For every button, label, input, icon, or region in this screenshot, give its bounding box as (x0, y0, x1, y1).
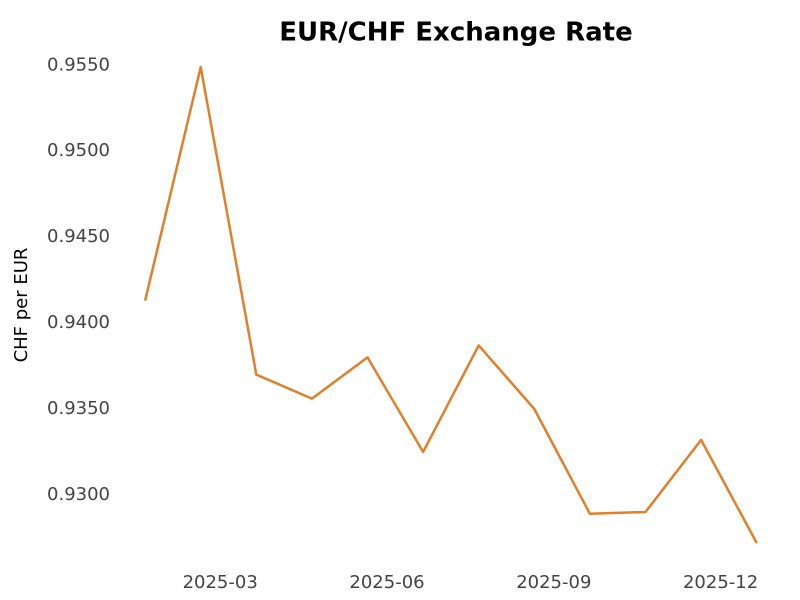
x-tick-label: 2025-12 (683, 572, 758, 593)
y-tick-label: 0.9350 (47, 398, 110, 419)
chart-title: EUR/CHF Exchange Rate (279, 18, 632, 48)
data-line (143, 65, 758, 544)
y-axis-label: CHF per EUR (11, 248, 32, 363)
x-tick-label: 2025-03 (183, 572, 258, 593)
x-tick-label: 2025-06 (349, 572, 424, 593)
y-tick-label: 0.9450 (47, 226, 110, 247)
y-tick-label: 0.9400 (47, 312, 110, 333)
y-tick-label: 0.9300 (47, 484, 110, 505)
y-tick-label: 0.9550 (47, 54, 110, 75)
x-tick-label: 2025-09 (516, 572, 591, 593)
y-tick-label: 0.9500 (47, 140, 110, 161)
